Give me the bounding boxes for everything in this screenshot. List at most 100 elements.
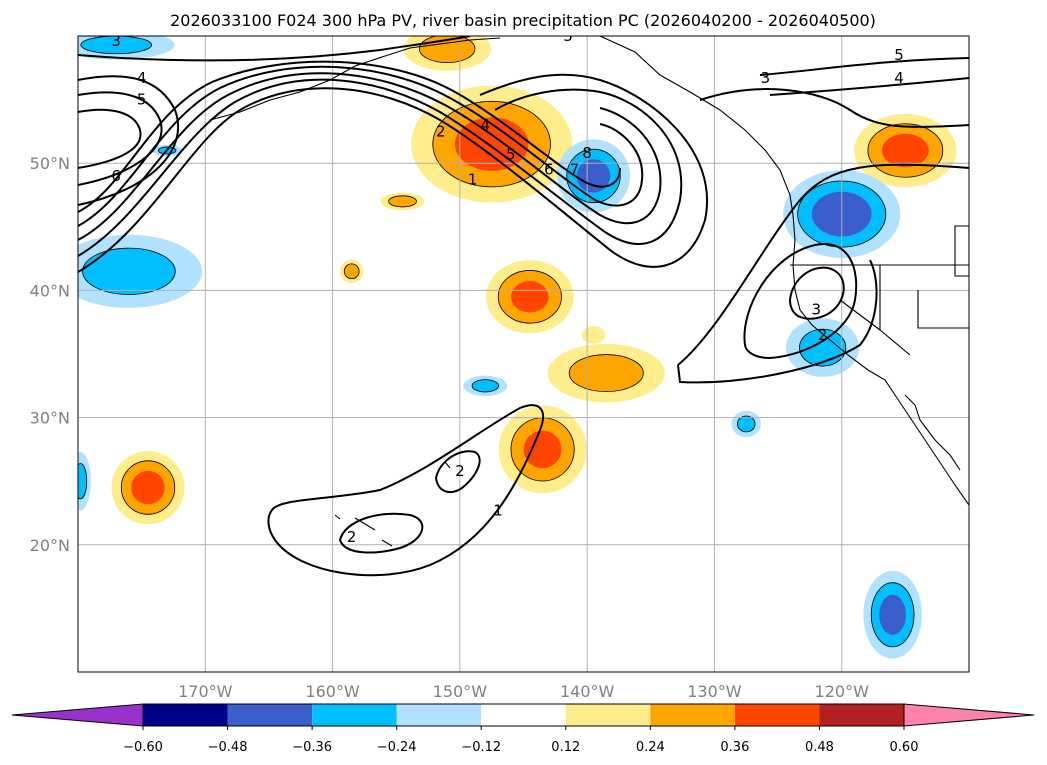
precipitation-anomaly-layer xyxy=(78,36,957,659)
pv-contour xyxy=(677,259,878,384)
alaska-peninsula-coastline xyxy=(209,37,501,121)
colorbar-tick-label: −0.48 xyxy=(208,740,248,755)
precip-anomaly-band xyxy=(343,263,360,280)
precip-anomaly-blob xyxy=(78,36,175,60)
pv-contour xyxy=(78,73,708,273)
precip-anomaly-blob xyxy=(863,570,922,659)
longitude-tick-label: 140°W xyxy=(560,682,615,701)
precip-anomaly-blob xyxy=(78,234,203,308)
colorbar-segment xyxy=(819,704,904,726)
pv-contour xyxy=(78,75,180,206)
precip-anomaly-blob xyxy=(463,375,508,397)
pv-contour-label: 2 xyxy=(436,122,446,140)
colorbar-tick-label: 0.48 xyxy=(805,740,834,755)
pv-contour-label: 3 xyxy=(563,27,573,45)
colorbar-segment xyxy=(396,704,482,726)
colorbar-segment xyxy=(650,704,735,726)
pv-contour xyxy=(788,266,845,320)
hawaii-islands xyxy=(334,461,451,547)
pv-contour-label: 4 xyxy=(894,69,904,87)
pv-contour xyxy=(677,163,969,366)
precip-anomaly-blob xyxy=(485,260,574,334)
pv-contour-label: 5 xyxy=(506,145,516,163)
colorbar-tick-label: 0.36 xyxy=(720,740,749,755)
pv-contours xyxy=(78,36,969,577)
precip-anomaly-blob xyxy=(339,259,364,284)
colorbar-extend-high xyxy=(903,703,1035,727)
precip-anomaly-band xyxy=(576,159,611,193)
colorbar-tick-label: 0.60 xyxy=(890,740,919,755)
longitude-tick-label: 170°W xyxy=(178,682,233,701)
us-state-borders xyxy=(790,225,969,356)
pv-contour-label: 7 xyxy=(570,161,580,179)
precip-anomaly-band xyxy=(454,117,529,171)
precip-anomaly-band xyxy=(737,415,756,433)
colorbar-tick-label: 0.24 xyxy=(636,740,665,755)
precip-anomaly-blob xyxy=(731,410,761,438)
pv-contour-label: 2 xyxy=(455,462,465,480)
colorbar-extend-low xyxy=(11,703,144,727)
colorbar-tick-label: −0.24 xyxy=(377,740,417,755)
latitude-tick-label: 20°N xyxy=(30,536,70,555)
pv-contour-label: 5 xyxy=(894,46,904,64)
longitude-tick-label: 130°W xyxy=(687,682,742,701)
latitude-tick-label: 40°N xyxy=(30,281,70,300)
pv-contour xyxy=(743,243,858,360)
pv-contour xyxy=(78,91,163,186)
precip-anomaly-band xyxy=(131,470,165,505)
pv-contour xyxy=(759,57,969,76)
longitude-tick-label: 160°W xyxy=(305,682,360,701)
precip-anomaly-blob xyxy=(403,36,492,71)
longitude-tick-labels: 170°W 160°W 150°W 140°W 130°W 120°W xyxy=(178,682,869,701)
colorbar-segment xyxy=(481,704,566,726)
colorbar-segment xyxy=(734,704,820,726)
pv-contour-label: 1 xyxy=(493,501,503,519)
colorbar-tick-label: −0.36 xyxy=(292,740,332,755)
colorbar-frame xyxy=(142,703,905,727)
pv-contour-label: 6 xyxy=(111,167,121,185)
pv-contour xyxy=(78,78,683,257)
precip-anomaly-band xyxy=(568,354,644,393)
colorbar-tick-label: −0.60 xyxy=(123,740,163,755)
pv-contour-label: 3 xyxy=(811,300,821,318)
colorbar: −0.60 −0.48 −0.36 −0.24 −0.12 0.12 0.24 0.36 0.4… xyxy=(11,703,1035,755)
longitude-tick-label: 150°W xyxy=(433,682,488,701)
pv-contour-label: 3 xyxy=(761,69,771,87)
graticule xyxy=(78,36,969,672)
coastlines xyxy=(209,36,969,547)
pv-contour xyxy=(267,404,545,577)
pv-contour xyxy=(78,108,142,169)
pv-contour xyxy=(78,65,644,227)
pv-contour xyxy=(338,512,424,554)
pv-contour-label: 8 xyxy=(582,144,592,162)
colorbar-segment xyxy=(227,704,313,726)
precip-anomaly-blob xyxy=(380,192,425,211)
pv-contour-label: 5 xyxy=(137,91,147,109)
latitude-tick-labels: 20°N 30°N 40°N 50°N xyxy=(30,154,70,555)
latitude-tick-label: 30°N xyxy=(30,409,70,428)
precip-anomaly-band xyxy=(471,379,499,393)
pv-contour xyxy=(78,72,662,241)
precip-anomaly-blob xyxy=(78,451,91,511)
precip-anomaly-band xyxy=(511,281,549,313)
precip-anomaly-band xyxy=(523,430,562,469)
precip-anomaly-blob xyxy=(854,113,957,188)
precip-anomaly-blob xyxy=(111,450,185,525)
pv-contour-label: 1 xyxy=(468,171,478,189)
precip-anomaly-blob xyxy=(411,85,573,203)
pv-contour xyxy=(434,450,481,494)
baja-coastline xyxy=(904,394,961,471)
precip-anomaly-band xyxy=(879,594,907,635)
map-frame xyxy=(77,35,970,673)
latitude-tick-label: 50°N xyxy=(30,154,70,173)
north-america-coastline xyxy=(599,36,969,506)
longitude-tick-label: 120°W xyxy=(815,682,870,701)
chart-title: 2026033100 F024 300 hPa PV, river basin … xyxy=(170,11,876,30)
pv-contour-label: 4 xyxy=(481,116,491,134)
pv-contour xyxy=(699,88,969,128)
colorbar-tick-label: 0.12 xyxy=(551,740,580,755)
precip-anomaly-band xyxy=(82,247,176,295)
colorbar-tick-label: −0.12 xyxy=(461,740,501,755)
